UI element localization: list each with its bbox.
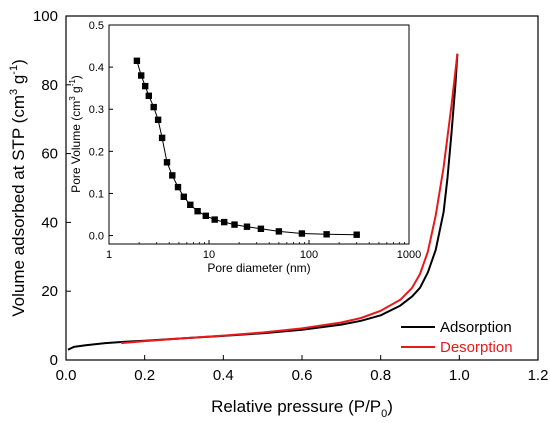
inset-plot-frame (108, 24, 410, 245)
inset-data-point (202, 212, 209, 219)
legend-label-desorption: Desorption (440, 339, 513, 356)
inset-data-point (323, 231, 330, 238)
legend: Adsorption Desorption (401, 319, 513, 356)
inset-y-tick-label: 0.0 (89, 231, 104, 243)
inset-plot-area: 1 10 100 1000 0.0 0.1 0.2 0.3 0.4 0.5 (89, 20, 422, 261)
main-x-tick-label: 0.2 (134, 367, 155, 384)
inset-data-point (154, 116, 162, 123)
inset-background (109, 25, 409, 244)
inset-x-tick-label: 1 (106, 249, 112, 261)
inset-x-tick-label: 1000 (397, 249, 421, 261)
main-y-tick-label: 20 (41, 283, 58, 300)
inset-x-tick-label: 100 (300, 249, 318, 261)
inset-data-point (211, 216, 218, 223)
inset-x-tick-label: 10 (203, 249, 215, 261)
main-x-tick-label: 0.6 (292, 367, 313, 384)
inset-x-axis-label: Pore diameter (nm) (207, 261, 310, 275)
inset-data-point (180, 193, 187, 200)
inset-data-point (353, 231, 360, 238)
inset-data-point (158, 134, 166, 142)
inset-data-point (187, 201, 194, 208)
inset-data-point (221, 218, 228, 226)
inset-data-point (257, 225, 265, 232)
main-y-tick-label: 0 (50, 352, 58, 369)
inset-data-point (138, 72, 145, 79)
series-line-desorption (121, 53, 459, 345)
inset-data-point (145, 92, 152, 99)
inset-data-point (298, 230, 306, 237)
inset-data-point (275, 228, 283, 235)
inset-y-tick-label: 0.4 (89, 62, 104, 74)
main-y-tick-label: 60 (41, 146, 58, 163)
inset-y-tick-label: 0.2 (89, 146, 104, 158)
main-y-axis-label: Volume adsorbed at STP (cm3 g-1) (8, 59, 28, 317)
main-x-tick-label: 0.8 (370, 367, 391, 384)
main-y-tick-label: 80 (41, 77, 58, 94)
inset-y-tick-label: 0.3 (89, 104, 104, 116)
main-x-tick-label: 0.0 (56, 367, 77, 384)
main-x-axis-label: Relative pressure (P/P0) (211, 397, 393, 420)
inset-data-point (194, 208, 201, 215)
main-x-tick-label: 1.2 (528, 367, 549, 384)
inset-data-point (133, 57, 141, 64)
inset-data-point (243, 223, 251, 230)
main-x-tick-label: 1.0 (449, 367, 470, 384)
main-y-tick-label: 100 (33, 8, 58, 25)
inset-data-point (142, 82, 149, 90)
inset-data-point (163, 159, 171, 166)
main-x-tick-label: 0.4 (213, 367, 234, 384)
inset-data-point (169, 172, 176, 179)
inset-y-tick-label: 0.5 (89, 20, 104, 32)
inset-y-axis-label: Pore Volume (cm3 g-1) (68, 75, 83, 193)
inset-y-tick-label: 0.1 (89, 188, 104, 200)
inset-data-point (231, 221, 238, 228)
legend-label-adsorption: Adsorption (440, 319, 512, 336)
inset-data-point (174, 183, 182, 191)
series-line-adsorption (67, 53, 459, 351)
main-y-tick-label: 40 (41, 214, 58, 231)
main-plot-area: 0.0 0.2 0.4 0.6 0.8 1.0 1.2 0 20 40 60 80 100 (33, 8, 548, 384)
inset-data-point (150, 103, 157, 111)
